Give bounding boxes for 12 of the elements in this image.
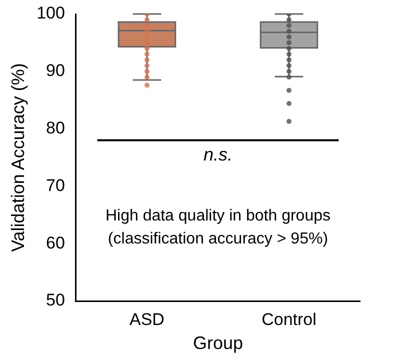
x-tick-label: Control bbox=[262, 310, 316, 329]
y-tick-label: 100 bbox=[36, 4, 65, 23]
y-tick-label: 60 bbox=[46, 233, 65, 252]
x-axis-title: Group bbox=[192, 333, 243, 354]
x-tick-label: ASD bbox=[129, 310, 164, 329]
y-tick-label: 80 bbox=[46, 118, 65, 138]
y-tick-label: 90 bbox=[46, 61, 65, 80]
y-axis-title: Validation Accuracy (%) bbox=[8, 63, 28, 252]
y-tick-label: 50 bbox=[46, 290, 65, 310]
ref-line-label: n.s. bbox=[203, 144, 232, 164]
y-tick-label: 70 bbox=[46, 176, 65, 195]
annotation: High data quality in both groups (classification accuracy > 95%) bbox=[105, 208, 331, 248]
